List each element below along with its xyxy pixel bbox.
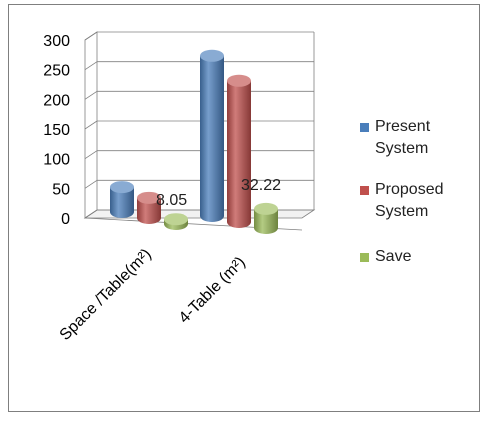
bar-top <box>164 213 188 226</box>
legend-swatch <box>360 186 369 195</box>
bar-top <box>110 181 134 194</box>
y-axis-ticks: 0 50 100 150 200 250 300 <box>43 33 70 228</box>
legend-item: Save <box>360 248 412 265</box>
category-label: Space /Table(m²) <box>57 246 155 344</box>
data-label: 32.22 <box>241 177 281 194</box>
bar-body <box>200 55 224 222</box>
y-tick-label: 200 <box>43 92 70 109</box>
bar <box>200 49 224 222</box>
gridline-side <box>84 180 98 189</box>
y-tick-label: 250 <box>43 63 70 80</box>
data-label: 8.05 <box>156 192 187 209</box>
y-tick-label: 100 <box>43 152 70 169</box>
bar <box>110 181 134 218</box>
gridline-side <box>84 91 98 100</box>
gridline-side <box>84 61 98 70</box>
legend-label: Save <box>375 248 412 265</box>
legend-item: Present System <box>360 118 431 157</box>
category-label: 4-Table (m²) <box>176 254 249 327</box>
legend-label: Proposed System <box>375 181 444 220</box>
gridline-side <box>84 120 98 130</box>
bar-body <box>254 208 278 234</box>
gridline-side <box>84 209 98 219</box>
bar-top <box>137 191 161 204</box>
gridline-side <box>84 150 98 159</box>
bar-top <box>254 202 278 215</box>
gridline-side <box>84 31 98 41</box>
bar-body <box>110 187 134 218</box>
data-labels: 8.05 32.22 <box>156 177 281 209</box>
bar <box>254 202 278 234</box>
category-labels: Space /Table(m²) 4-Table (m²) <box>57 246 249 344</box>
legend-label: Present System <box>375 118 431 157</box>
bar-body <box>137 197 161 224</box>
legend-swatch <box>360 253 369 262</box>
bar-top <box>200 49 224 62</box>
y-tick-label: 0 <box>61 211 70 228</box>
bar <box>164 213 188 230</box>
bars <box>110 49 278 234</box>
y-tick-label: 300 <box>43 33 70 50</box>
y-tick-label: 150 <box>43 122 70 139</box>
bar-body <box>227 80 251 228</box>
chart-frame <box>8 4 480 412</box>
bar <box>137 191 161 224</box>
bar-top <box>227 74 251 87</box>
bar <box>227 74 251 228</box>
y-tick-label: 50 <box>52 181 70 198</box>
legend-item: Proposed System <box>360 181 444 220</box>
legend-swatch <box>360 123 369 132</box>
legend: Present System Proposed System Save <box>360 118 444 265</box>
